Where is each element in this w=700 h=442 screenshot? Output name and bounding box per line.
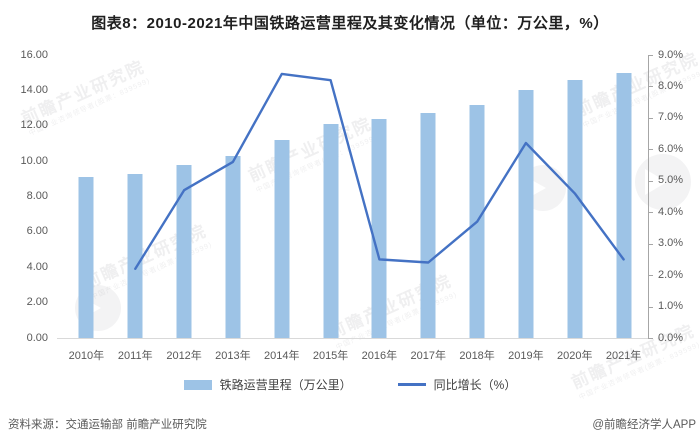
growth-line (134, 72, 625, 271)
x-axis-label-2021年: 2021年 (605, 350, 642, 362)
left-axis-tick-10.00: 10.00 (20, 154, 48, 167)
right-axis-tickmark (648, 180, 653, 182)
left-axis-tick-4.00: 4.00 (26, 260, 48, 273)
bar-2019年 (518, 90, 534, 338)
left-axis-tick-0.00: 0.00 (26, 331, 48, 344)
x-axis-label-2010年: 2010年 (68, 350, 105, 362)
right-axis-tick-6.0%: 6.0% (658, 142, 684, 155)
right-axis-tickmark (648, 55, 653, 56)
legend-label-growth: 同比增长（%） (433, 378, 517, 392)
right-axis-tickmark (648, 275, 653, 277)
x-axis-label-2018年: 2018年 (459, 350, 495, 362)
x-axis-label-2013年: 2013年 (215, 350, 251, 362)
right-axis-tickmark (648, 212, 653, 214)
bar-2016年 (371, 118, 387, 338)
x-axis-label-2020年: 2020年 (557, 350, 593, 362)
x-axis-label-2016年: 2016年 (361, 350, 398, 362)
left-axis-tick-8.00: 8.00 (26, 190, 48, 202)
x-axis-label-2015年: 2015年 (312, 350, 349, 362)
plot-area (62, 55, 648, 338)
x-axis-line (57, 338, 648, 339)
bar-2014年 (274, 139, 290, 338)
bar-2013年 (225, 155, 241, 338)
bar-2020年 (567, 79, 583, 338)
right-axis-tick-7.0%: 7.0% (658, 111, 684, 124)
bar-2017年 (420, 113, 436, 338)
x-axis-label-2017年: 2017年 (410, 350, 446, 362)
right-axis-tickmark (648, 117, 653, 119)
x-axis-label-2014年: 2014年 (264, 350, 300, 362)
right-axis-line (648, 55, 649, 338)
right-axis-tick-1.0%: 1.0% (658, 300, 684, 313)
footer-source: 资料来源：交通运输部 前瞻产业研究院 (8, 419, 207, 431)
left-axis-tick-16.00: 16.00 (20, 48, 48, 61)
line-series-swatch (397, 383, 426, 386)
right-axis-tick-5.0%: 5.0% (658, 174, 684, 187)
chart-title: 图表8：2010-2021年中国铁路运营里程及其变化情况（单位：万公里，%） (91, 15, 609, 32)
right-axis-tick-3.0%: 3.0% (658, 237, 684, 250)
bar-2010年 (78, 177, 94, 338)
right-axis-tickmark (648, 86, 653, 88)
bar-2015年 (323, 123, 339, 338)
left-axis-tick-6.00: 6.00 (26, 225, 48, 238)
legend-item-growth: 同比增长（%） (397, 376, 517, 393)
right-axis-tick-8.0%: 8.0% (658, 79, 684, 92)
right-axis-tick-4.0%: 4.0% (658, 205, 684, 218)
right-axis-tickmark (648, 149, 653, 151)
legend: 铁路运营里程（万公里） 同比增长（%） (0, 376, 700, 393)
right-axis-tickmark (648, 243, 653, 245)
growth-line-svg (134, 72, 625, 271)
left-axis-tick-2.00: 2.00 (26, 296, 48, 309)
bar-2021年 (616, 72, 632, 338)
right-axis-tick-0.0%: 0.0% (658, 331, 684, 344)
bar-series-swatch (183, 379, 212, 390)
bar-2011年 (127, 173, 143, 338)
right-axis-tick-9.0%: 9.0% (658, 48, 684, 61)
right-axis-tick-2.0%: 2.0% (658, 268, 684, 281)
legend-item-mileage: 铁路运营里程（万公里） (183, 376, 352, 393)
x-axis-label-2011年: 2011年 (117, 350, 153, 362)
bar-2012年 (176, 164, 192, 338)
left-axis-tick-12.00: 12.00 (20, 119, 48, 132)
x-axis-label-2012年: 2012年 (166, 350, 202, 362)
footer-credit: @前瞻经济学人APP (592, 419, 696, 431)
left-axis-tick-14.00: 14.00 (20, 83, 48, 96)
right-axis-tickmark (648, 338, 653, 339)
x-axis-label-2019年: 2019年 (508, 350, 544, 362)
right-axis-tickmark (648, 306, 653, 308)
legend-label-mileage: 铁路运营里程（万公里） (219, 378, 352, 392)
